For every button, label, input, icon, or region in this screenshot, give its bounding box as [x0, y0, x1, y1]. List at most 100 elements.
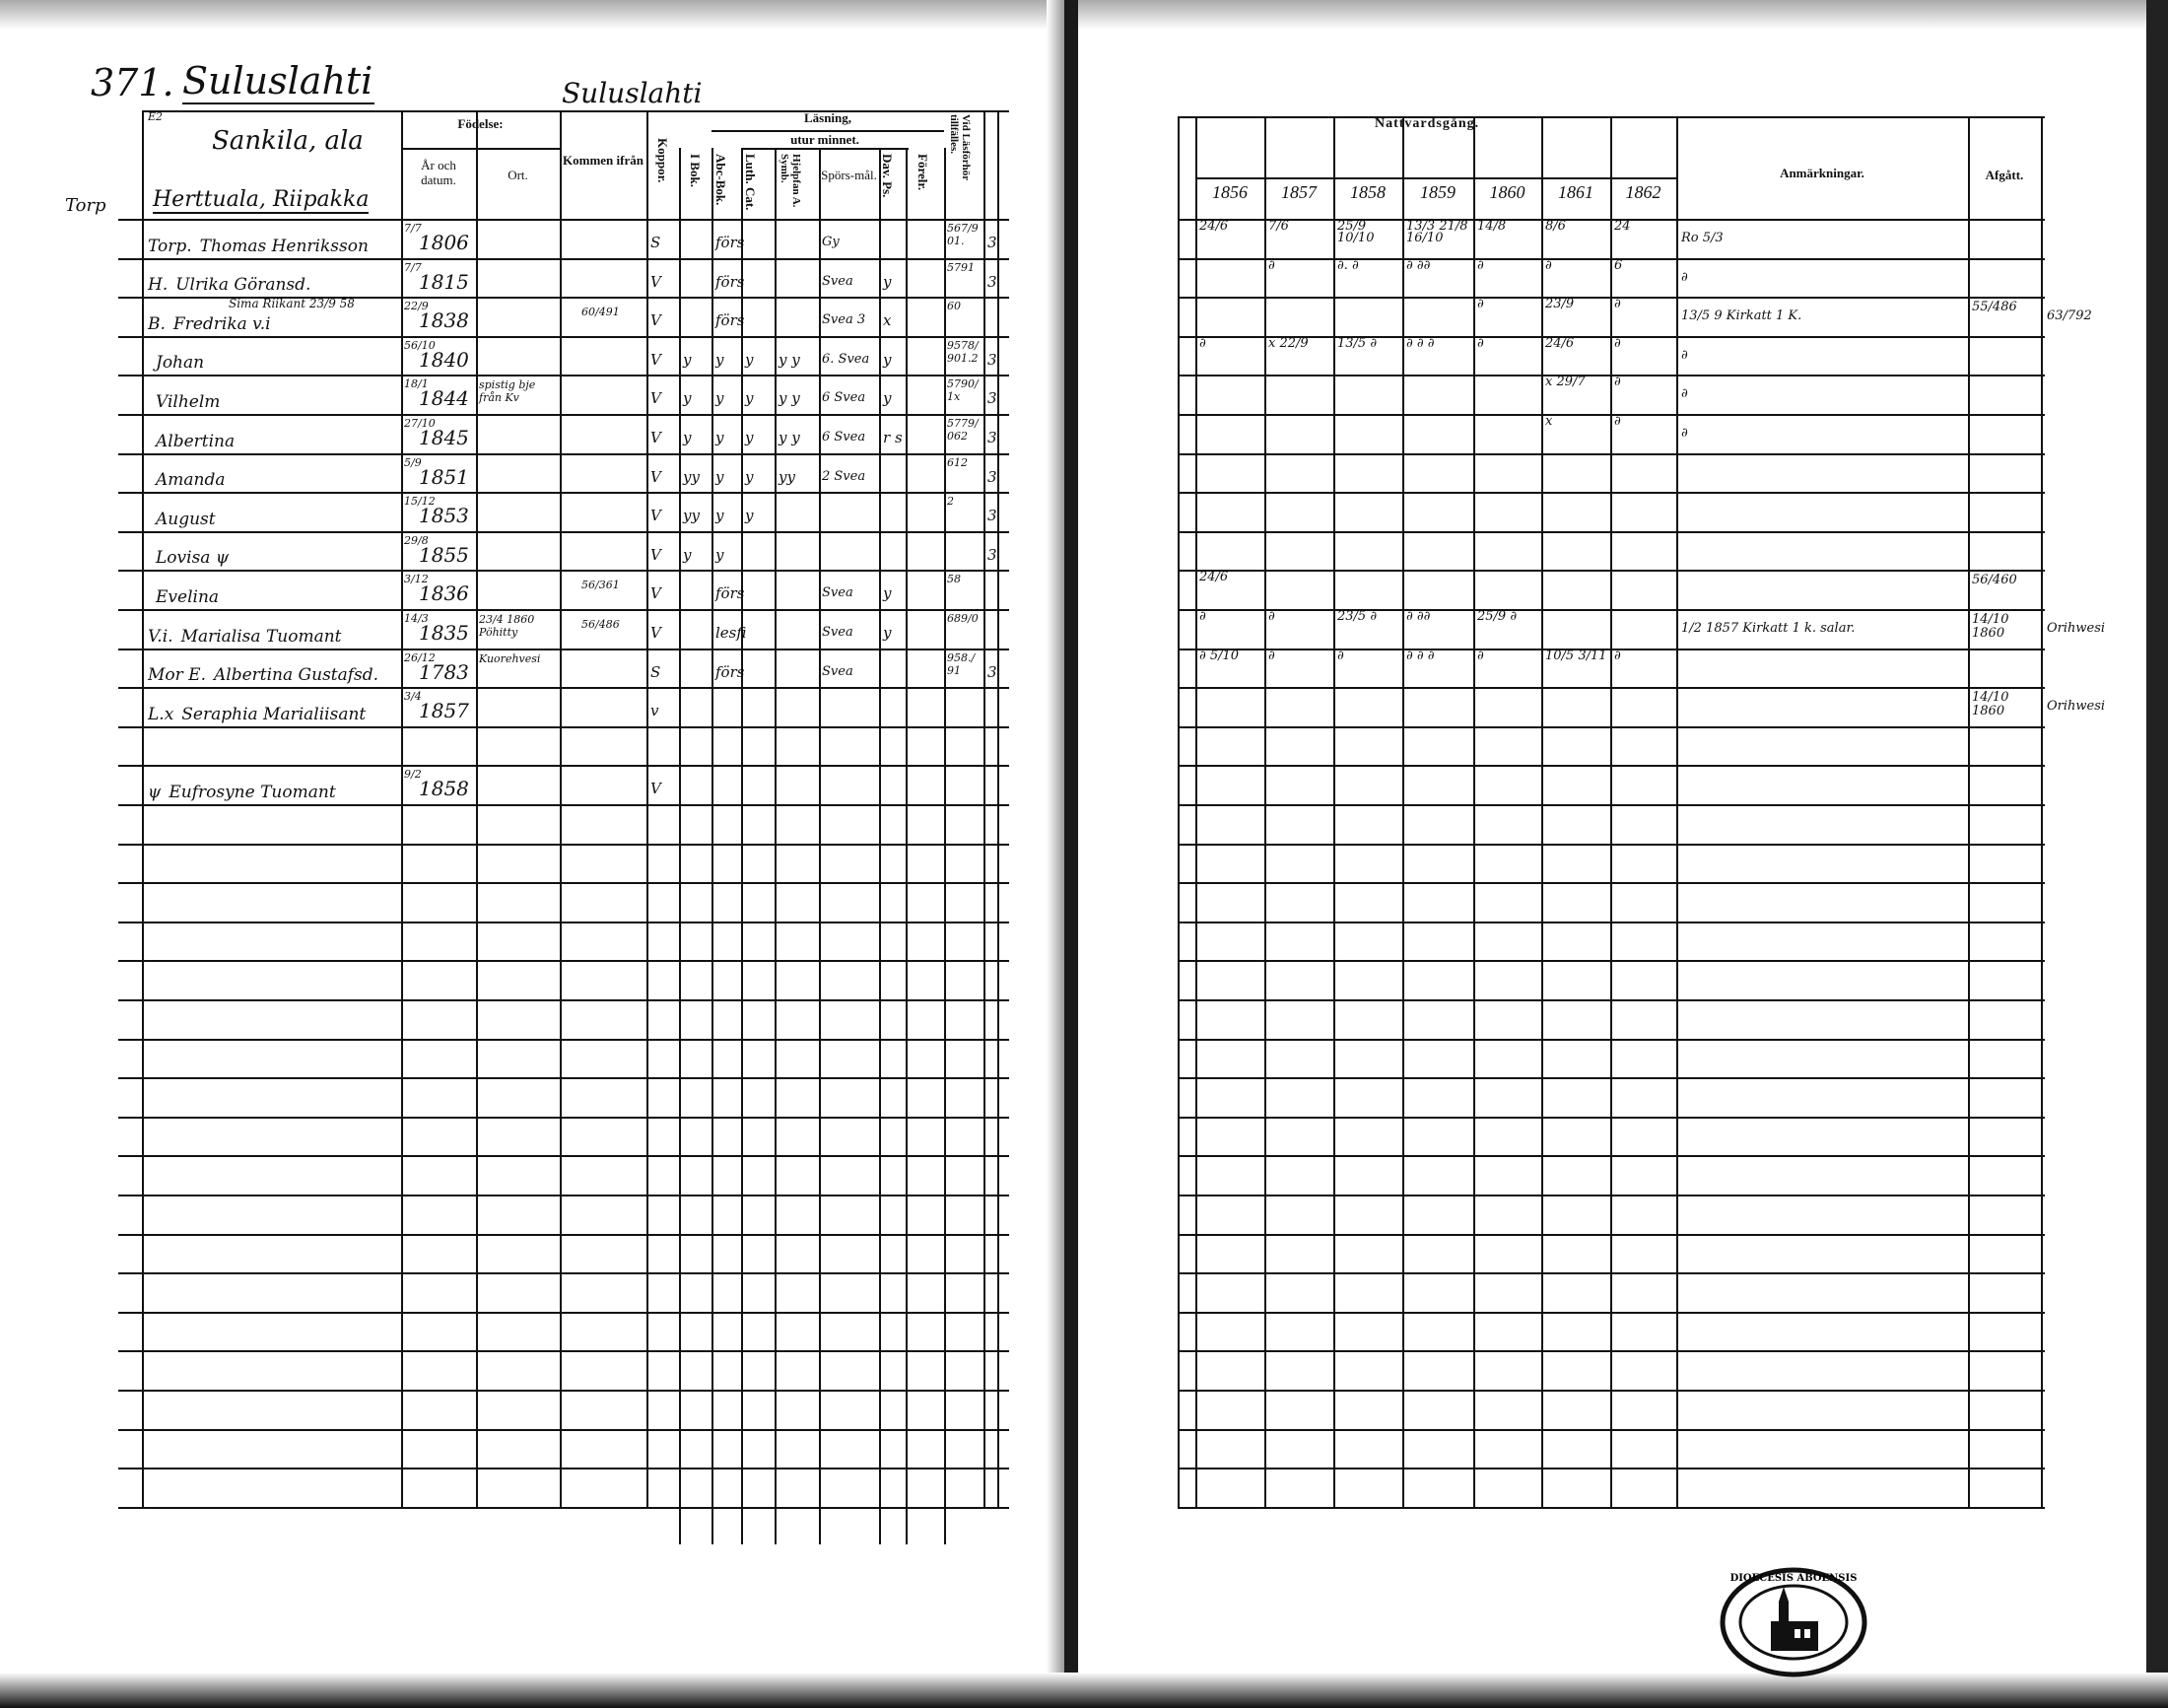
- header-top-rule: [1178, 116, 2045, 118]
- birth-place: Kuorehvesi: [479, 651, 541, 665]
- row-rule: [118, 1312, 1009, 1314]
- name-cell: L.x Seraphia Marialiisant: [148, 706, 398, 723]
- reading-koppor: V: [650, 584, 661, 603]
- row-rule: [1178, 1272, 2045, 1274]
- row-rule: [1178, 1350, 2045, 1352]
- communion-1862: 24: [1614, 219, 1631, 234]
- column-rule: [1541, 116, 1543, 1507]
- diocese-stamp-seal: DIOECESIS ABOENSIS: [1720, 1567, 1867, 1677]
- row-rule: [118, 882, 1009, 884]
- reading-vid: 5790/1x: [947, 377, 979, 404]
- row-rule: [118, 492, 1009, 494]
- table-row: L.x Seraphia Marialiisant 3/4 1857 v 14/10 18…: [0, 687, 2168, 726]
- column-rule: [879, 148, 881, 1544]
- reading-mark: 3: [987, 467, 997, 486]
- reading-dav: x: [883, 311, 892, 330]
- reading-dav: y: [883, 389, 892, 408]
- person-name: Marialisa Tuomant: [180, 626, 342, 647]
- person-name: Seraphia Marialiisant: [181, 704, 367, 724]
- row-rule: [1178, 844, 2045, 846]
- reading-koppor: V: [650, 311, 661, 330]
- reading-dav: r s: [883, 429, 903, 446]
- book-gutter-shadow: [1047, 0, 1064, 1708]
- row-rule: [118, 531, 1009, 533]
- reading-abc: y: [715, 429, 724, 446]
- communion-1857: ∂: [1268, 257, 1275, 273]
- reading-vid: 9578/901.2: [947, 338, 979, 365]
- row-rule: [118, 687, 1009, 689]
- header-symb: Hjelpfan A. Symb.: [779, 154, 802, 208]
- table-row: V.i. Marialisa Tuomant 14/3 1835 23/4 1860 P…: [0, 609, 2168, 649]
- reading-koppor: V: [650, 389, 661, 408]
- communion-1859: 13/3 21/8 16/10: [1406, 219, 1468, 245]
- scan-edge-bottom: [0, 1673, 2168, 1708]
- reading-ibok: y: [683, 545, 692, 564]
- year-header-1856: 1856: [1212, 182, 1248, 202]
- name-cell: Amanda: [148, 471, 398, 489]
- name-cell: Torp. Thomas Henriksson: [148, 238, 398, 255]
- reading-abc: förs: [715, 662, 745, 681]
- corner-note: E2: [148, 110, 164, 123]
- reading-spors: 2 Svea: [822, 468, 866, 484]
- reading-abc: y: [715, 389, 724, 408]
- row-rule: [118, 1507, 1009, 1509]
- row-rule: [118, 844, 1009, 846]
- departed: 55/486: [1972, 300, 2017, 315]
- remarks: 1/2 1857 Kirkatt 1 k. salar.: [1681, 621, 1856, 636]
- reading-ibok: yy: [683, 507, 700, 525]
- scan-edge-right: [2146, 0, 2168, 1708]
- reading-vid: 567/901.: [947, 222, 979, 247]
- row-rule: [118, 570, 1009, 572]
- book-spine: [1064, 0, 1078, 1708]
- departed-extra: Orihwesi: [2047, 699, 2106, 715]
- name-cell: [148, 744, 398, 762]
- reading-koppor: V: [650, 467, 661, 486]
- row-prefix: B.: [148, 313, 166, 334]
- departed: 14/10 1860: [1972, 612, 2009, 641]
- column-rule: [1473, 116, 1475, 1507]
- person-name: Eufrosyne Tuomant: [169, 782, 336, 802]
- row-rule: [1178, 1195, 2045, 1196]
- column-rule: [775, 148, 777, 1544]
- column-rule: [560, 110, 562, 1507]
- communion-1862: ∂: [1614, 648, 1621, 663]
- header-abc: Abc-Bok.: [713, 154, 728, 206]
- departed-extra: Orihwesi: [2047, 621, 2106, 636]
- birth-year: 1815: [419, 269, 469, 294]
- row-rule: [1178, 687, 2045, 689]
- name-cell: Evelina: [148, 588, 398, 606]
- communion-1862: ∂: [1614, 297, 1621, 312]
- row-rule: [118, 1390, 1009, 1392]
- header-kommen: Kommen ifrån: [563, 153, 644, 168]
- reading-vid: 60: [947, 300, 961, 313]
- person-name: Johan: [156, 353, 205, 374]
- table-row: [0, 726, 2168, 766]
- reading-vid: 5791: [947, 260, 975, 274]
- birth-year: 1855: [419, 542, 469, 567]
- birth-year: 1836: [419, 581, 469, 606]
- communion-1857: 7/6: [1268, 219, 1289, 234]
- reading-abc: y: [715, 507, 724, 525]
- reading-koppor: V: [650, 350, 661, 369]
- reading-dav: y: [883, 584, 892, 603]
- header-dav: Dav. Ps.: [880, 154, 895, 198]
- communion-1860: 25/9 ∂: [1477, 609, 1518, 624]
- communion-1860: ∂: [1477, 648, 1484, 663]
- reading-cat: y: [745, 467, 754, 486]
- name-cell: H. Ulrika Göransd.: [148, 276, 398, 294]
- birth-day-month: 15/12: [404, 495, 436, 509]
- column-rule: [476, 110, 478, 1507]
- came-from: 56/361: [581, 579, 620, 592]
- communion-1857: x 22/9: [1268, 335, 1309, 351]
- reading-dav: y: [883, 624, 892, 642]
- row-rule: [1178, 649, 2045, 650]
- row-rule: [1178, 922, 2045, 923]
- row-rule: [1178, 531, 2045, 533]
- name-cell: B. Fredrika v.i: [148, 315, 398, 333]
- communion-1860: 14/8: [1477, 219, 1507, 234]
- person-name: Albertina Gustafsd.: [214, 665, 379, 686]
- column-rule: [1402, 116, 1404, 1507]
- row-rule: [1178, 1429, 2045, 1431]
